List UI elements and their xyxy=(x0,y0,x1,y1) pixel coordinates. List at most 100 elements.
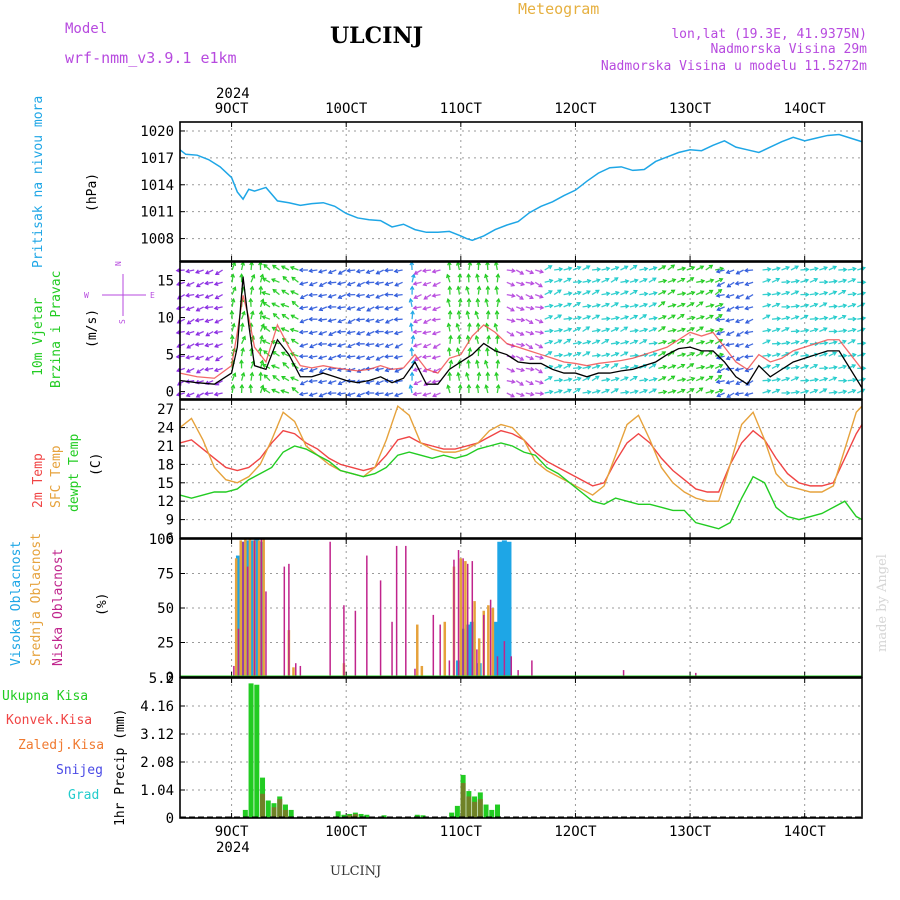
wind-arrow xyxy=(423,330,432,334)
wind-arrowhead xyxy=(689,338,694,343)
wind-arrowhead xyxy=(457,334,462,340)
wind-arrow xyxy=(582,315,591,320)
wind-arrowhead xyxy=(843,378,848,384)
wind-arrow xyxy=(667,278,676,283)
cloud-low-bar xyxy=(283,566,286,677)
wind-arrow xyxy=(476,360,480,369)
top-x-tick-label: 13OCT xyxy=(669,101,712,117)
temp-ytick-label: 12 xyxy=(157,494,174,510)
wind-arrow xyxy=(177,343,185,348)
wind-arrowhead xyxy=(662,278,668,284)
wind-arrowhead xyxy=(519,356,525,361)
wind-arrow xyxy=(771,317,781,320)
wind-arrowhead xyxy=(186,344,191,349)
wind-arrowhead xyxy=(317,293,323,298)
wind-arrow xyxy=(215,380,223,386)
wind-arrowhead xyxy=(383,292,389,297)
wind-arrow xyxy=(620,391,629,394)
cloud-ylabel-high: Visoka Oblacnost xyxy=(9,541,24,666)
wind-arrow xyxy=(375,306,384,309)
wind-arrowhead xyxy=(690,376,696,382)
wind-arrow xyxy=(272,351,280,357)
wind-arrowhead xyxy=(719,388,724,394)
wind-arrowhead xyxy=(851,278,857,283)
wind-arrowhead xyxy=(661,351,667,356)
wind-arrow xyxy=(629,354,638,357)
wind-arrowhead xyxy=(804,339,809,344)
wind-arrowhead xyxy=(672,328,677,333)
wind-arrowhead xyxy=(375,270,381,275)
wind-arrow xyxy=(819,388,827,394)
cloud-low-bar xyxy=(343,605,345,677)
wind-arrow xyxy=(272,375,280,382)
wind-arrow xyxy=(413,306,422,309)
wind-arrow xyxy=(411,274,415,283)
wind-arrow xyxy=(620,351,628,357)
precip-rain-bar xyxy=(265,800,271,818)
wind-arrowhead xyxy=(709,364,715,369)
wind-arrowhead xyxy=(374,329,380,335)
wind-arrowhead xyxy=(263,263,268,269)
cloud-low-bar xyxy=(295,663,297,677)
wind-arrowhead xyxy=(413,270,419,275)
wind-arrowhead xyxy=(766,278,772,283)
wind-arrow xyxy=(544,304,553,308)
wind-arrowhead xyxy=(852,266,857,272)
wind-arrow xyxy=(610,388,619,394)
wind-arrowhead xyxy=(786,365,791,371)
cloud-mid-bar xyxy=(244,539,247,677)
wind-arrow xyxy=(347,330,356,334)
precip-panel: 01.042.083.124.165.2 xyxy=(140,671,863,827)
wind-arrowhead xyxy=(813,302,819,308)
wind-arrow xyxy=(282,276,290,283)
wind-arrowhead xyxy=(175,330,181,335)
precip-rain-bar xyxy=(341,814,347,818)
wind-arrow xyxy=(299,306,308,309)
wind-arrowhead xyxy=(735,380,740,386)
wind-arrow xyxy=(196,281,205,288)
wind-arrow xyxy=(447,299,451,308)
wind-arrow xyxy=(309,392,318,397)
wind-arrowhead xyxy=(412,281,418,286)
wind-arrowhead xyxy=(327,269,333,275)
wind-arrowhead xyxy=(715,293,721,298)
wind-arrowhead xyxy=(336,353,342,359)
wind-arrow xyxy=(299,281,309,285)
precip-ytick-label: 1.04 xyxy=(140,783,174,799)
cloud-ytick-label: 100 xyxy=(149,532,174,548)
wind-arrowhead xyxy=(576,388,581,393)
cloud-low-bar xyxy=(414,668,416,677)
wind-arrowhead xyxy=(785,327,790,332)
wind-arrow xyxy=(485,385,489,394)
cloud-mid-bar xyxy=(416,624,419,677)
wind-arrowhead xyxy=(710,328,715,333)
precip-rain-bar xyxy=(358,813,364,818)
wind-arrow xyxy=(300,380,309,386)
wind-arrowhead xyxy=(327,380,333,385)
wind-arrow xyxy=(309,306,318,310)
wind-arrow xyxy=(736,355,744,361)
cloud-low-bar xyxy=(489,599,492,677)
wind-arrow xyxy=(309,355,318,358)
wind-arrow xyxy=(716,318,725,321)
wind-arrow xyxy=(781,266,790,271)
wind-arrowhead xyxy=(614,266,620,271)
precip-ytick-label: 5.2 xyxy=(149,671,174,687)
cloud-mid-bar xyxy=(491,608,495,677)
wind-arrow xyxy=(735,367,744,371)
temp-frame xyxy=(179,399,863,539)
wind-arrow xyxy=(716,293,725,297)
wind-arrow xyxy=(745,367,754,372)
wind-arrowhead xyxy=(718,277,724,283)
wind-arrowhead xyxy=(595,289,600,294)
cloud-high-bar xyxy=(235,555,241,677)
wind-arrowhead xyxy=(842,278,848,284)
wind-arrowhead xyxy=(577,365,583,371)
wind-arrowhead xyxy=(785,315,791,321)
wind-arrowhead xyxy=(232,372,237,377)
wind-arrowhead xyxy=(258,285,264,290)
wind-arrow xyxy=(629,329,638,333)
wind-arrowhead xyxy=(432,344,438,349)
wind-arrowhead xyxy=(643,327,649,333)
wind-arrowhead xyxy=(744,305,749,311)
